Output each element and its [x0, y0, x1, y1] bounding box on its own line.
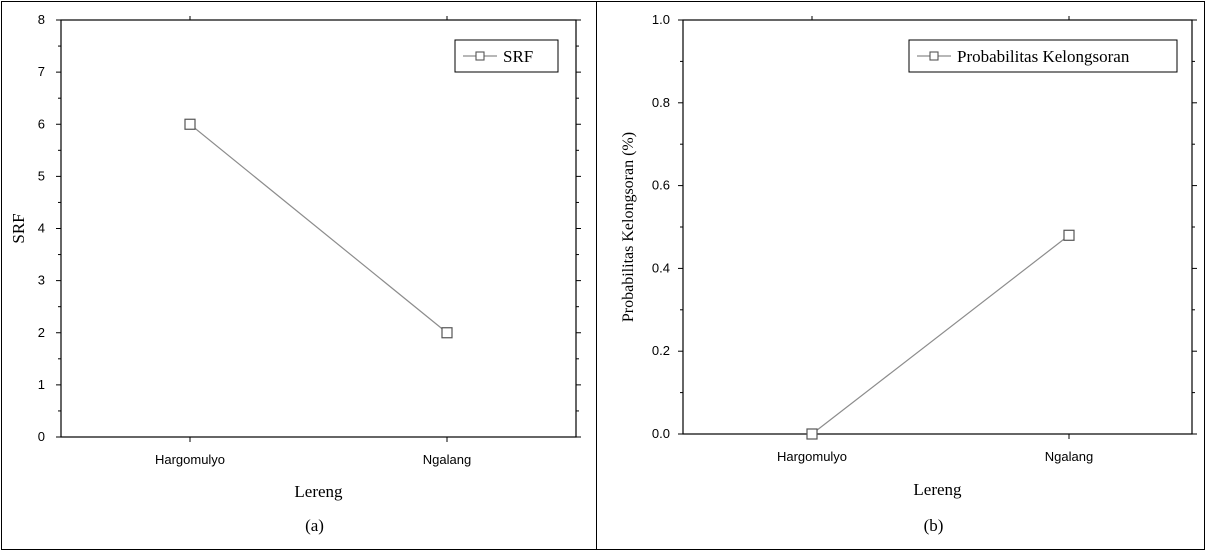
chartb-xtick-label: Ngalang — [1045, 449, 1093, 464]
chartb-series-line — [811, 234, 1070, 435]
charta-ytick-label: 0 — [38, 429, 45, 444]
chartb-ylabel: Probabilitas Kelongsoran (%) — [620, 132, 637, 322]
charta-ytick-label: 1 — [38, 377, 45, 392]
charta-legend-marker — [475, 51, 485, 61]
chartb-legend-label: Probabilitas Kelongsoran — [957, 47, 1130, 66]
chartb-ytick-label: 1.0 — [652, 12, 670, 27]
charta-ylabel: SRF — [9, 213, 28, 243]
panel-divider — [596, 1, 597, 550]
charta-ytick-label: 8 — [38, 12, 45, 27]
charta-xtick-label: Ngalang — [423, 452, 471, 467]
charta-ytick-label: 7 — [38, 64, 45, 79]
chartb-ytick-label: 0.6 — [652, 178, 670, 193]
chartb-ytick-label: 0.8 — [652, 95, 670, 110]
chartb-data-point — [806, 428, 818, 440]
charta-legend-label: SRF — [503, 47, 533, 66]
charta-xlabel: Lereng — [294, 482, 343, 501]
chartb-data-point — [1063, 229, 1075, 241]
charta-ytick-label: 2 — [38, 325, 45, 340]
charta-data-point — [441, 327, 453, 339]
chartb-legend-marker — [929, 51, 939, 61]
charta-caption: (a) — [305, 516, 324, 535]
chartb-ytick-label: 0.4 — [652, 260, 670, 275]
chartb-ytick-label: 0.0 — [652, 426, 670, 441]
chartb-plot-frame — [682, 19, 1193, 435]
chartb-legend-box — [908, 39, 1178, 73]
chartb-xtick-label: Hargomulyo — [777, 449, 847, 464]
chartb-ytick-label: 0.2 — [652, 343, 670, 358]
chartb-caption: (b) — [924, 516, 944, 535]
charta-ytick-label: 5 — [38, 168, 45, 183]
chartb-xlabel: Lereng — [913, 480, 962, 499]
charta-series-line — [189, 123, 448, 334]
charta-data-point — [184, 118, 196, 130]
charta-xtick-label: Hargomulyo — [155, 452, 225, 467]
charta-ytick-label: 3 — [38, 273, 45, 288]
charta-ytick-label: 6 — [38, 116, 45, 131]
charta-ytick-label: 4 — [38, 221, 45, 236]
charta-legend-box — [454, 39, 559, 73]
